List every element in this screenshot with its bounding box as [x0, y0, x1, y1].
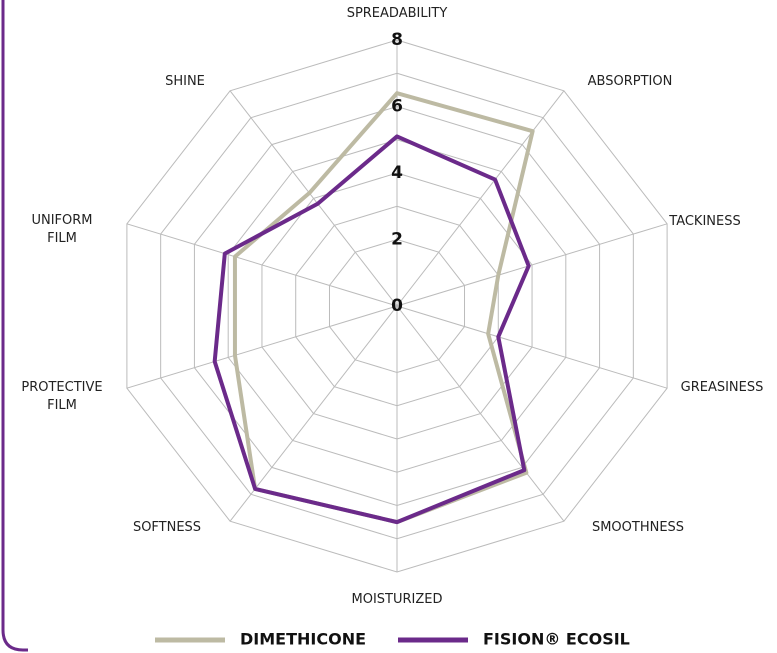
axis-label: MOISTURIZED	[351, 592, 443, 607]
spoke	[396, 223, 668, 307]
axis-label: PROTECTIVE FILM	[21, 380, 103, 413]
axis-label: SHINE	[165, 74, 205, 89]
tick-label: 4	[391, 163, 403, 183]
spoke	[396, 90, 565, 307]
axis-label: UNIFORM FILM	[31, 213, 93, 246]
axis-label: SOFTNESS	[132, 520, 202, 535]
frame-border	[1, 0, 28, 652]
axis-label: ABSORPTION	[587, 74, 673, 89]
tick-label: 0	[391, 296, 403, 316]
legend-label: DIMETHICONE	[240, 630, 366, 649]
series-line	[212, 134, 531, 525]
axis-label: SPREADABILITY	[346, 6, 448, 21]
tick-label: 2	[391, 230, 403, 250]
spoke	[396, 305, 668, 389]
spoke	[126, 305, 398, 389]
axis-label: SMOOTHNESS	[591, 520, 685, 535]
legend-label: FISION® ECOSIL	[483, 630, 630, 649]
spoke	[229, 305, 398, 522]
axis-label: GREASINESS	[680, 380, 764, 395]
tick-label: 8	[391, 30, 403, 50]
tick-label: 6	[391, 97, 403, 117]
spoke	[396, 305, 565, 522]
spoke	[126, 223, 398, 307]
axis-label: TACKINESS	[669, 214, 741, 229]
spoke	[229, 90, 398, 307]
